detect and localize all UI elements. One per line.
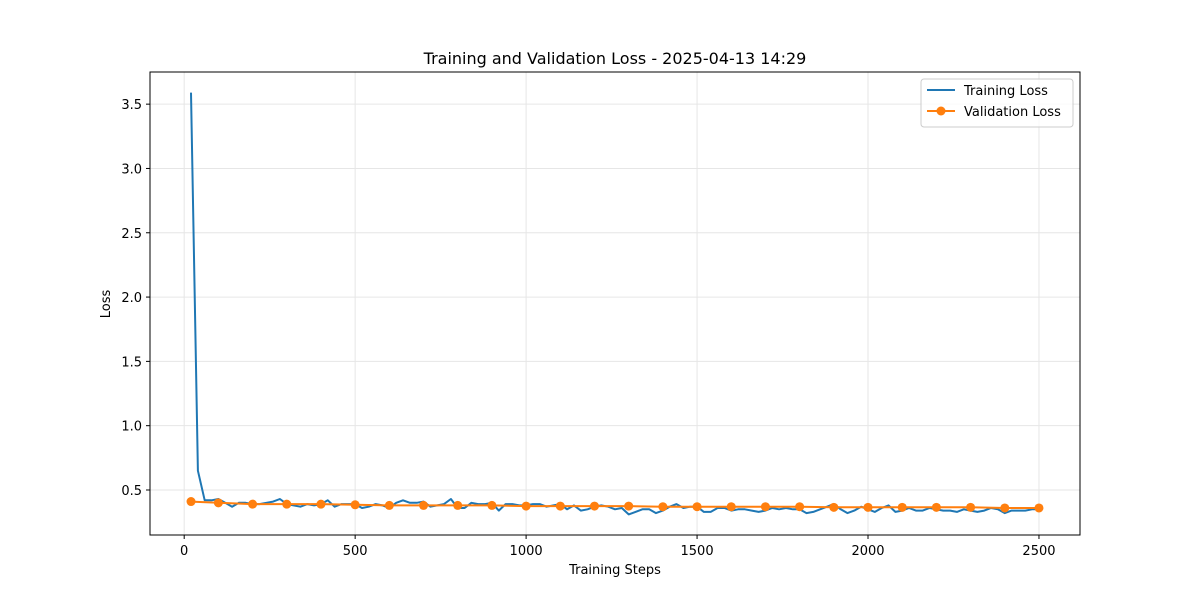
validation-loss-point (213, 498, 223, 508)
validation-loss-point (589, 501, 599, 511)
y-tick-label: 1.0 (121, 420, 142, 435)
legend-validation-marker (936, 106, 946, 116)
y-tick-label: 0.5 (121, 484, 142, 499)
validation-loss-point (1000, 503, 1010, 513)
validation-loss-point (829, 502, 839, 512)
x-tick-label: 1500 (681, 544, 714, 559)
validation-loss-line (190, 500, 1039, 509)
series-layer (186, 92, 1044, 516)
validation-loss-point (453, 500, 463, 510)
validation-loss-point (726, 502, 736, 512)
validation-loss-point (931, 502, 941, 512)
grid (150, 72, 1080, 535)
y-tick-label: 2.5 (121, 227, 142, 242)
axis-ticks: 0 500 1000 1500 2000 2500 0.5 1.0 1.5 2.0 2.5 3.0 3.… (121, 98, 1055, 559)
validation-loss-point (795, 502, 805, 512)
x-tick-label: 2000 (851, 544, 884, 559)
legend-validation-label: Validation Loss (964, 105, 1061, 120)
legend-training-label: Training Loss (963, 84, 1048, 99)
validation-loss-point (419, 500, 429, 510)
x-axis-label: Training Steps (568, 563, 661, 578)
validation-loss-point (186, 497, 196, 507)
legend-box (920, 78, 1074, 128)
y-tick-label: 3.5 (121, 98, 142, 113)
plot-area-frame (149, 71, 1081, 536)
chart-title: Training and Validation Loss - 2025-04-1… (423, 49, 807, 68)
y-tick-label: 2.0 (121, 291, 142, 306)
validation-loss-point (487, 500, 497, 510)
validation-loss-point (384, 500, 394, 510)
validation-loss-point (555, 501, 565, 511)
validation-loss-point (760, 502, 770, 512)
x-tick-label: 2500 (1022, 544, 1055, 559)
validation-loss-point (248, 499, 258, 509)
y-axis-label: Loss (99, 290, 114, 319)
validation-loss-point (282, 499, 292, 509)
legend: Training Loss Validation Loss (920, 78, 1074, 128)
validation-loss-point (350, 500, 360, 510)
validation-loss-point (624, 501, 634, 511)
x-tick-label: 1000 (510, 544, 543, 559)
validation-loss-point (966, 502, 976, 512)
validation-loss-point (316, 499, 326, 509)
validation-loss-point (658, 502, 668, 512)
validation-loss-point (1034, 503, 1044, 513)
y-tick-label: 3.0 (121, 162, 142, 177)
validation-loss-point (692, 502, 702, 512)
x-tick-label: 500 (343, 544, 368, 559)
validation-loss-point (863, 502, 873, 512)
validation-loss-point (897, 502, 907, 512)
validation-loss-point (521, 501, 531, 511)
x-tick-label: 0 (180, 544, 188, 559)
y-tick-label: 1.5 (121, 355, 142, 370)
